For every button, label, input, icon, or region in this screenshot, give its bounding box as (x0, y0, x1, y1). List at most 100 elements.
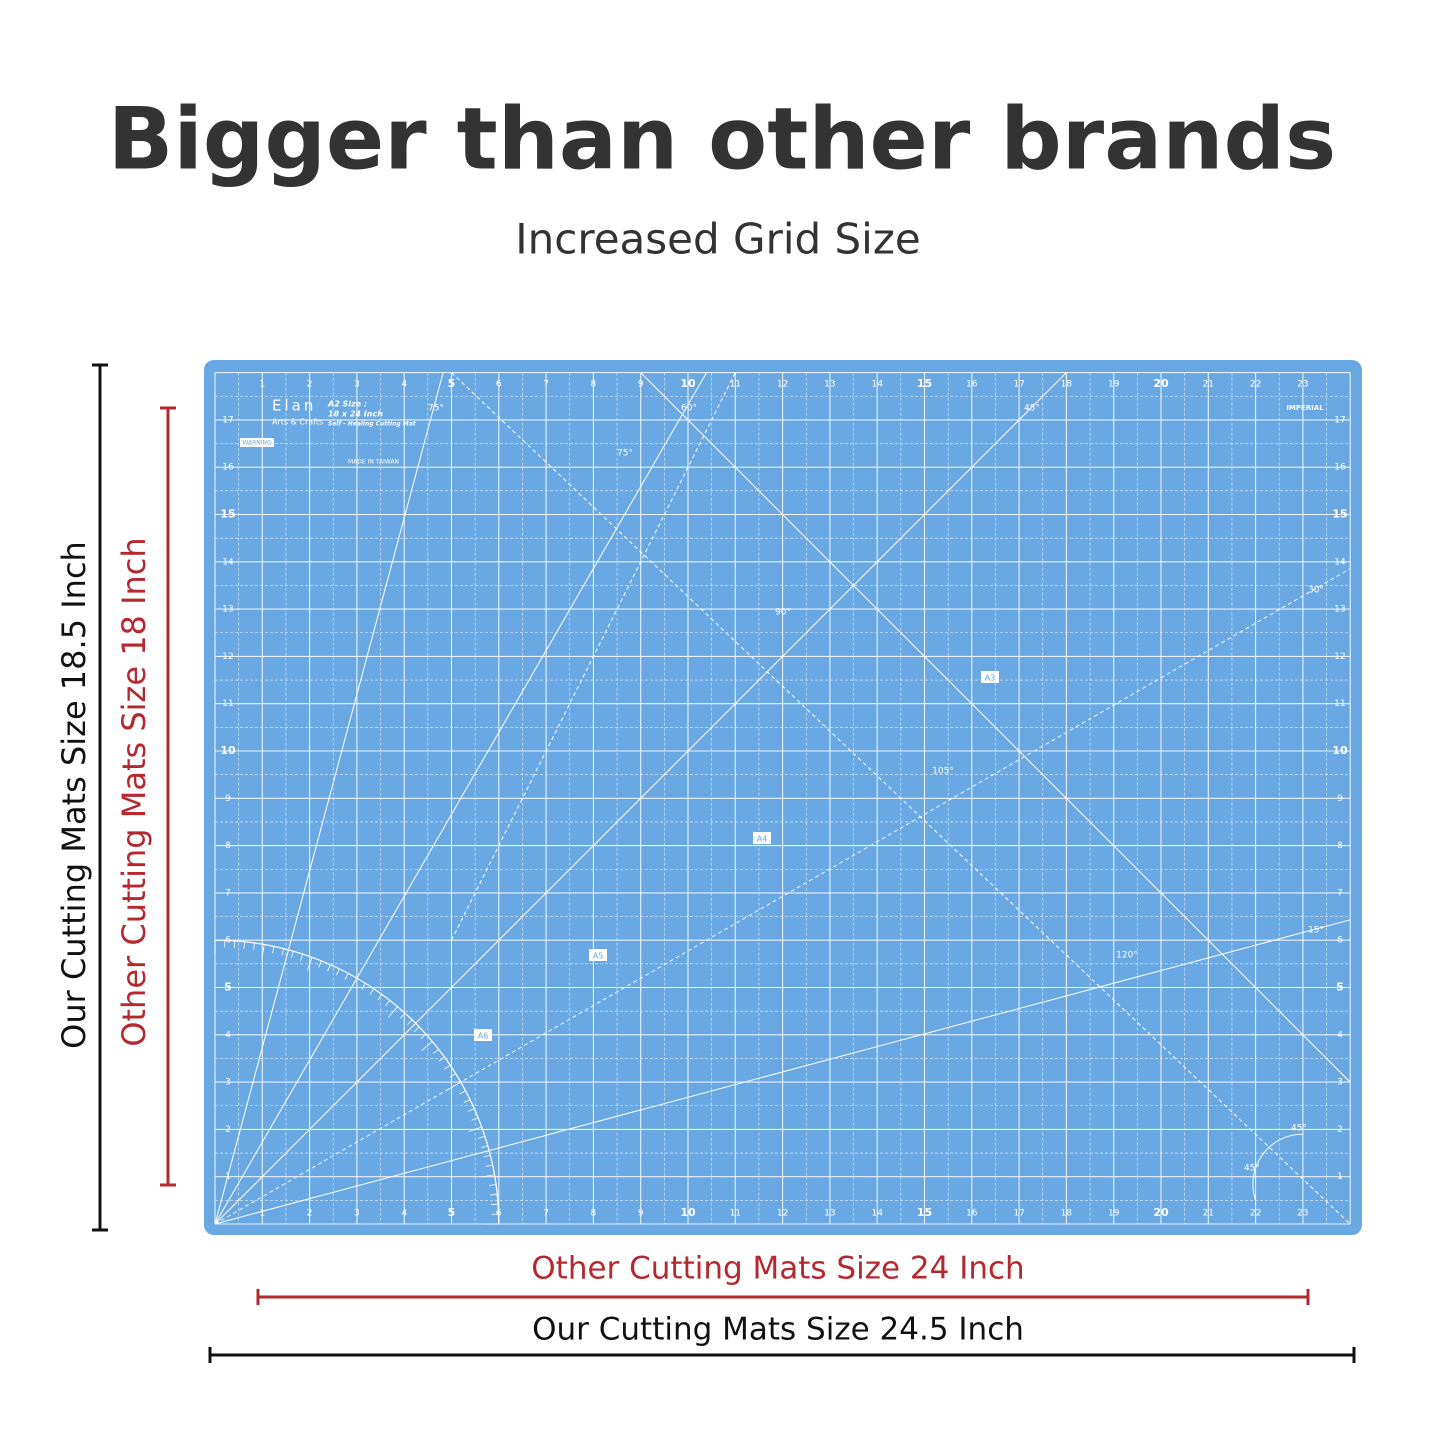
ruler-x-label: 13 (824, 1209, 835, 1219)
ruler-y-label: 16 (222, 463, 234, 473)
angle-label: 15° (1308, 926, 1324, 936)
ruler-y-label: 2 (225, 1125, 231, 1135)
mat-grid: 1122334455667788991010111112121313141415… (214, 372, 1351, 1225)
protractor-tick (399, 1012, 406, 1019)
paper-size-label: A6 (478, 1032, 489, 1041)
protractor-tick (369, 988, 375, 995)
ruler-x-label: 14 (871, 1209, 883, 1219)
protractor-tick (261, 944, 265, 959)
ruler-x-label: 14 (871, 380, 883, 390)
size: A2 Size : (327, 400, 367, 409)
protractor-tick (349, 978, 358, 991)
ruler-y-label: 7 (1337, 888, 1343, 898)
ruler-x-label: 6 (496, 380, 502, 390)
angle-label: 45° (1024, 404, 1040, 414)
protractor-tick (300, 953, 304, 961)
angle-label: 90° (775, 608, 791, 618)
paper-marker (753, 832, 771, 844)
ruler-x-label: 5 (448, 377, 456, 390)
ruler-y-label: 16 (1334, 463, 1346, 473)
ruler-x-label: 23 (1297, 380, 1308, 390)
protractor-tick (459, 1090, 466, 1095)
protractor-tick (253, 942, 255, 950)
ruler-y-label: 5 (224, 981, 232, 994)
protractor-tick (413, 1026, 420, 1033)
protractor-tick (480, 1174, 495, 1178)
ruler-y-label: 3 (1337, 1078, 1343, 1088)
protractor-tick (385, 1000, 391, 1007)
ruler-x-label: 19 (1108, 1209, 1120, 1219)
ruler-x-label: 22 (1250, 380, 1261, 390)
ruler-y-label: 14 (1334, 557, 1346, 567)
ruler-x-label: 20 (1153, 377, 1169, 390)
protractor-tick (318, 960, 322, 968)
ruler-x-label: 10 (680, 377, 696, 390)
protractor-tick (327, 964, 331, 972)
protractor-tick (421, 1041, 433, 1051)
ruler-x-label: 7 (543, 1209, 549, 1219)
ruler-x-label: 3 (354, 380, 360, 390)
unit: IMPERIAL (1286, 404, 1324, 412)
protractor-tick (467, 1108, 475, 1112)
protractor-tick (448, 1081, 461, 1090)
angle-line (214, 372, 444, 1225)
ruler-y-label: 8 (225, 841, 231, 851)
brand-sub: Arts & Crafts (272, 418, 323, 427)
protractor-tick (243, 941, 246, 949)
protractor-tick (272, 946, 275, 954)
protractor-tick (432, 1048, 439, 1054)
protractor-tick (444, 1064, 451, 1070)
angle-label: 120° (1116, 951, 1138, 961)
ruler-y-label: 13 (222, 605, 233, 615)
ruler-x-label: 18 (1061, 1209, 1073, 1219)
protractor-tick (306, 957, 313, 971)
other-width-label: Other Cutting Mats Size 24 Inch (531, 1251, 1024, 1287)
ruler-y-label: 6 (1337, 936, 1343, 946)
ruler-y-label: 12 (222, 652, 233, 662)
ruler-x-label: 7 (543, 380, 549, 390)
warning-box (240, 438, 274, 447)
ruler-y-label: 15 (1332, 508, 1347, 521)
protractor-tick (478, 1135, 486, 1139)
ruler-x-label: 13 (824, 380, 835, 390)
other-height-label: Other Cutting Mats Size 18 Inch (115, 537, 153, 1046)
protractor-tick (485, 1164, 493, 1167)
corner-arc (1252, 1133, 1303, 1201)
our-width-label: Our Cutting Mats Size 24.5 Inch (532, 1312, 1024, 1348)
angle-line (214, 568, 1351, 1225)
ruler-x-label: 9 (638, 380, 644, 390)
ruler-x-label: 2 (307, 380, 313, 390)
ruler-x-label: 21 (1203, 380, 1214, 390)
ruler-y-label: 17 (222, 415, 233, 425)
angle-label: 75° (428, 404, 444, 414)
ruler-y-label: 9 (1337, 794, 1343, 804)
ruler-x-label: 17 (1013, 1209, 1024, 1219)
ruler-x-label: 11 (730, 1209, 741, 1219)
ruler-x-label: 17 (1013, 380, 1024, 390)
angle-line (451, 372, 736, 941)
brand: Elan (272, 397, 316, 415)
ruler-x-label: 8 (591, 1209, 597, 1219)
origin: MADE IN TAIWAN (348, 459, 399, 466)
ruler-x-label: 22 (1250, 1209, 1261, 1219)
ruler-x-label: 16 (966, 380, 978, 390)
paper-marker (589, 949, 607, 961)
ruler-y-label: 7 (225, 888, 231, 898)
ruler-x-label: 4 (401, 380, 407, 390)
protractor-tick (335, 968, 340, 976)
ruler-x-label: 15 (917, 1206, 932, 1219)
paper-size-label: A4 (757, 835, 768, 844)
other-height-line (160, 406, 176, 1187)
angle-label: 105° (932, 767, 954, 777)
ruler-y-label: 5 (1336, 981, 1344, 994)
ruler-y-label: 1 (1337, 1172, 1343, 1182)
ruler-x-label: 18 (1061, 380, 1073, 390)
ruler-y-label: 4 (225, 1030, 231, 1040)
ruler-y-label: 9 (225, 794, 231, 804)
protractor-tick (490, 1193, 498, 1196)
protractor-tick (489, 1184, 497, 1186)
ruler-x-label: 19 (1108, 380, 1120, 390)
protractor-tick (483, 1154, 491, 1158)
angle-label: 45° (1244, 1164, 1260, 1174)
